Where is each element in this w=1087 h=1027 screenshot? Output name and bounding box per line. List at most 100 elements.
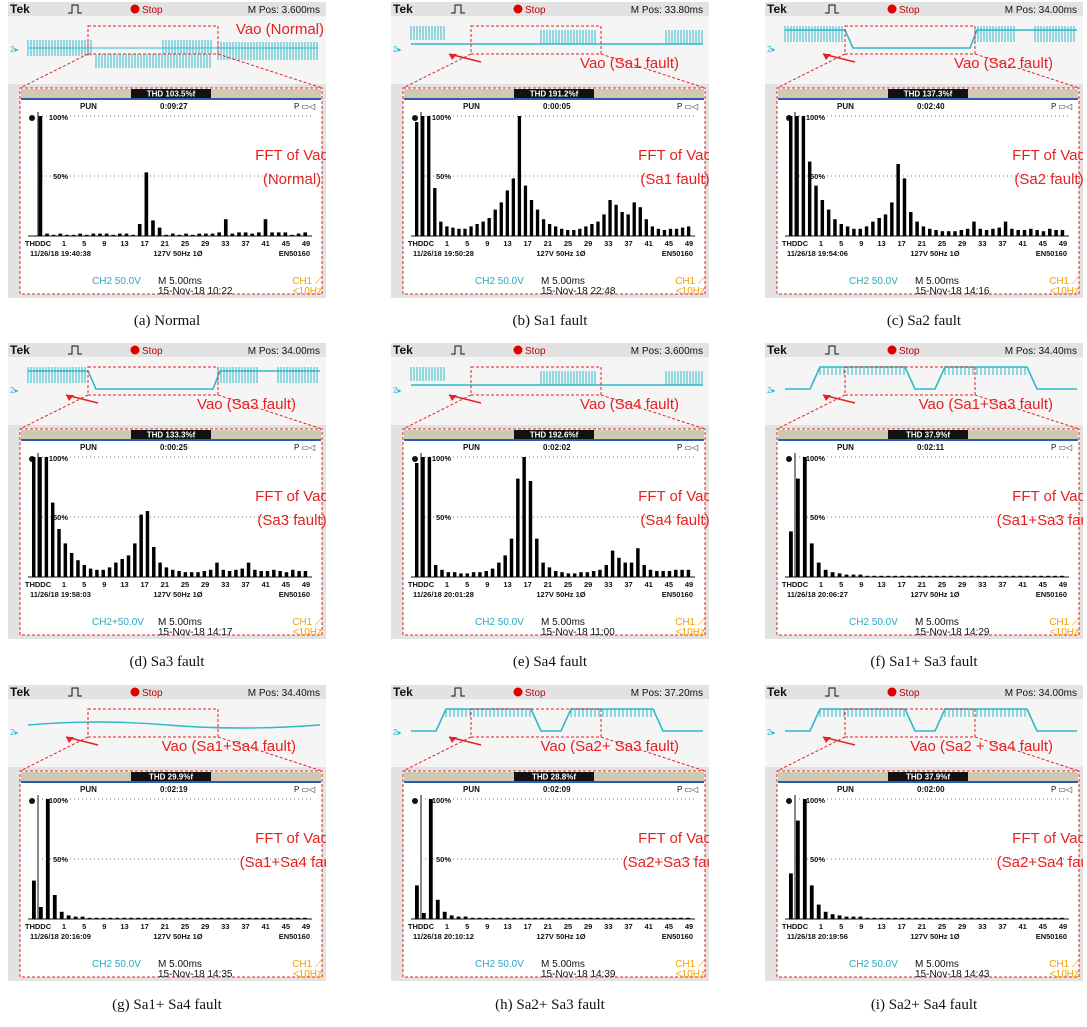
status-icons: P ▭◁ [294,102,316,111]
trigger-icon [68,345,82,355]
harmonic-bar [991,228,995,236]
harmonic-bar [997,917,1002,919]
x-tick-label: 5 [839,922,843,931]
harmonic-bar [289,917,293,919]
harmonic-bar [233,917,238,919]
harmonic-bar [204,233,208,236]
mpos-label: M Pos: 34.00ms [248,346,320,357]
harmonic-bar [32,457,36,577]
mpos-label: M Pos: 3.600ms [631,346,703,357]
scope-svg: Tek Stop M Pos: 34.00ms 2▸ Vao (Sa2 fault) TH… [765,2,1086,298]
waveform-trace [784,26,1077,49]
vao-arrow-head [66,395,74,401]
standard-label: EN50160 [279,249,310,258]
x-tick-label: 9 [859,580,863,589]
harmonic-bar [1018,917,1023,919]
harmonic-bar [604,565,609,577]
x-tick-label: 17 [140,239,148,248]
harmonic-bar [177,234,182,236]
y-tick-label: 50% [53,513,68,522]
harmonic-bar [1018,575,1023,577]
harmonic-bar [554,917,558,919]
harmonic-bar [809,885,814,919]
harmonic-bar [581,917,586,919]
harmonic-bar [858,574,863,577]
x-tick-label: 5 [839,239,843,248]
stop-label: Stop [899,346,920,357]
fft-label-line2: (Sa1+Sa4 fault) [240,854,326,871]
harmonic-bar [837,573,842,577]
x-tick-label: 9 [102,239,106,248]
vao-label: Vao (Sa4 fault) [580,396,679,413]
x-tick-label: 13 [503,922,511,931]
harmonic-bar [435,899,440,919]
mpos-label: M Pos: 34.40ms [1005,346,1077,357]
harmonic-bar [896,164,900,236]
voltage-label: 127V 50Hz 1Ø [153,590,202,599]
trigger-frequency: <10Hz [1050,627,1079,638]
stop-label: Stop [899,688,920,699]
y-tick-label: 100% [432,796,452,805]
harmonic-bar [296,917,300,919]
harmonic-bar [1025,575,1030,577]
timer-label: 0:02:02 [543,443,571,452]
ch2-scale: CH2 50.0V [849,617,898,628]
harmonic-bar [221,569,226,577]
harmonic-bar [644,219,648,236]
harmonic-bar [686,569,691,577]
harmonic-bar [801,116,806,236]
stop-icon [130,345,140,355]
fft-screen [402,770,706,978]
waveform-area [391,16,709,84]
harmonic-bar [198,917,203,919]
harmonic-bar [662,230,667,236]
harmonic-bar [965,228,970,236]
harmonic-bar [636,548,640,577]
harmonic-bar [928,228,932,236]
harmonic-bar [297,571,301,577]
harmonic-bar [830,572,835,577]
x-tick-label: 45 [282,580,290,589]
trigger-frequency: <10Hz [293,627,322,638]
harmonic-bar [433,565,438,577]
mpos-label: M Pos: 34.00ms [1005,688,1077,699]
harmonic-bar [452,572,457,577]
x-tick-label: 25 [564,922,572,931]
harmonic-bar [65,234,69,236]
scope-svg: Tek Stop M Pos: 34.00ms 2▸ Vao (Sa3 fault) TH… [8,343,329,639]
harmonic-bar [32,880,36,919]
capture-date: 15-Nov-18 10:22 [158,286,233,297]
fft-label-line1: FFT of Vao [638,830,709,847]
harmonic-bar [261,917,266,919]
harmonic-bar [1035,230,1039,236]
x-tick-label: 49 [685,580,693,589]
ch1-trigger: CH1 ⟋ [675,959,705,970]
y-tick-label: 100% [806,113,826,122]
harmonic-bar [122,917,127,919]
tek-logo: Tek [10,2,30,16]
tek-logo: Tek [10,343,30,357]
cursor-marker [29,798,35,804]
status-icons: P ▭◁ [294,443,316,452]
harmonic-bar [445,226,449,236]
harmonic-bar [540,917,544,919]
ch2-marker: 2▸ [393,386,401,395]
harmonic-bar [528,481,533,577]
harmonic-bar [133,543,137,577]
harmonic-bar [243,232,248,236]
waveform-trace [785,366,1077,390]
cursor-marker [412,115,418,121]
harmonic-bar [871,221,875,236]
harmonic-bar [864,226,869,236]
tek-logo: Tek [767,2,787,16]
harmonic-bar [523,185,528,236]
voltage-label: 127V 50Hz 1Ø [153,249,202,258]
vao-arrow-head [449,737,457,743]
stop-label: Stop [142,688,163,699]
harmonic-bar [509,538,514,577]
harmonic-bar [962,575,967,577]
x-tick-label: 21 [918,580,926,589]
x-tick-label: 9 [859,239,863,248]
standard-label: EN50160 [1036,590,1067,599]
harmonic-bar [87,917,92,919]
